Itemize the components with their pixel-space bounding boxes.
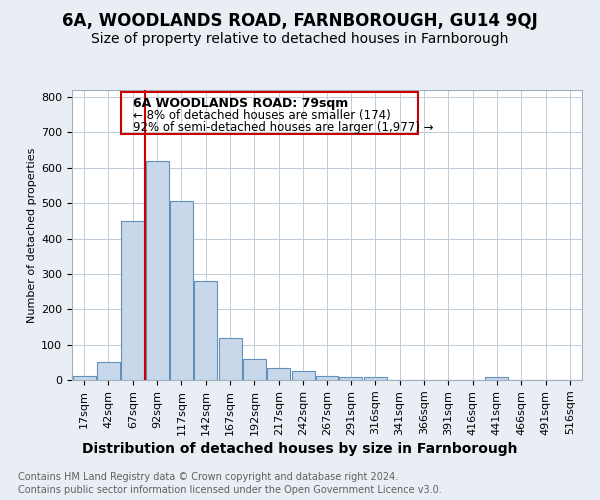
Bar [170, 202, 193, 380]
Text: Contains public sector information licensed under the Open Government Licence v3: Contains public sector information licen… [18, 485, 442, 495]
Bar [97, 362, 120, 380]
Text: 6A, WOODLANDS ROAD, FARNBOROUGH, GU14 9QJ: 6A, WOODLANDS ROAD, FARNBOROUGH, GU14 9Q… [62, 12, 538, 30]
Bar [121, 92, 418, 134]
Bar [485, 377, 508, 380]
Bar [73, 376, 96, 380]
Text: 92% of semi-detached houses are larger (1,977) →: 92% of semi-detached houses are larger (… [133, 121, 433, 134]
Bar [267, 368, 290, 380]
Bar [146, 160, 169, 380]
Text: Distribution of detached houses by size in Farnborough: Distribution of detached houses by size … [82, 442, 518, 456]
Bar [339, 377, 362, 380]
Y-axis label: Number of detached properties: Number of detached properties [27, 148, 37, 322]
Text: 6A WOODLANDS ROAD: 79sqm: 6A WOODLANDS ROAD: 79sqm [133, 96, 348, 110]
Bar [364, 377, 387, 380]
Bar [292, 371, 315, 380]
Bar [218, 338, 242, 380]
Text: ← 8% of detached houses are smaller (174): ← 8% of detached houses are smaller (174… [133, 108, 391, 122]
Bar [121, 221, 145, 380]
Text: Contains HM Land Registry data © Crown copyright and database right 2024.: Contains HM Land Registry data © Crown c… [18, 472, 398, 482]
Bar [316, 376, 338, 380]
Text: Size of property relative to detached houses in Farnborough: Size of property relative to detached ho… [91, 32, 509, 46]
Bar [194, 281, 217, 380]
Bar [243, 359, 266, 380]
